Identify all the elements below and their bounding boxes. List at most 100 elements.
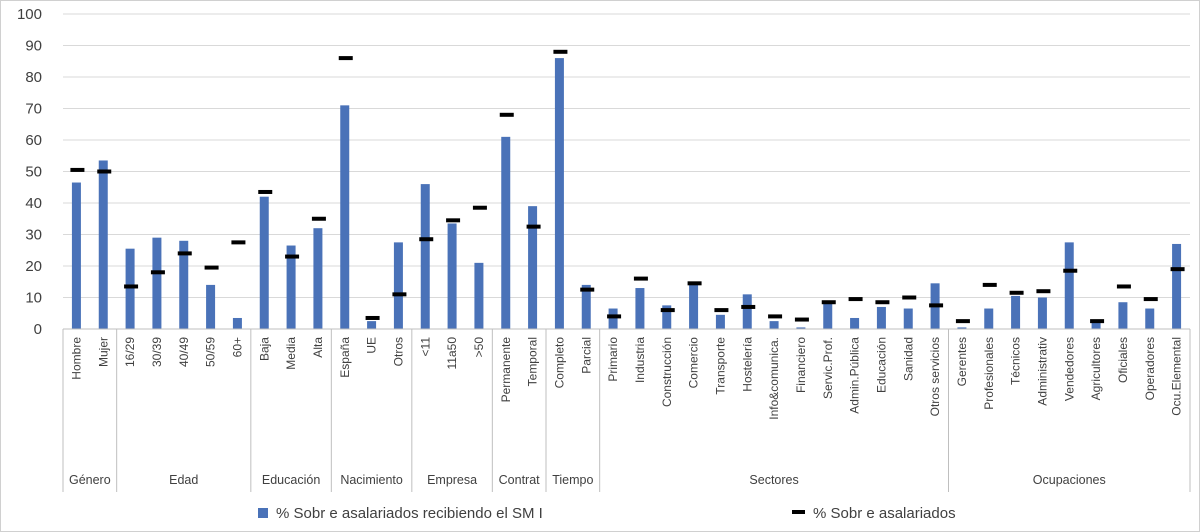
bar [1011,295,1021,329]
y-tick-label: 70 [25,101,42,118]
marker [875,300,890,305]
marker [714,308,729,313]
category-label: Otros [391,337,405,366]
bar [125,248,135,329]
category-label: Permanente [499,337,513,403]
marker [955,319,970,324]
bar [554,58,564,329]
category-label: 50/59 [204,337,218,367]
bar [984,308,994,329]
marker [1009,290,1024,295]
group-label: Nacimiento [340,473,403,487]
legend-marker-swatch [792,510,805,514]
bar [715,314,725,329]
marker [446,218,461,223]
bar [501,136,511,329]
marker [607,314,622,319]
marker-series [70,49,1185,324]
bar [1091,322,1101,329]
category-label: Operadores [1143,337,1157,400]
marker [365,315,380,320]
group-labels: Género Edad Educación Nacimiento Empresa Cont… [69,473,1106,487]
category-label: Técnicos [1009,337,1023,385]
bar [474,262,484,329]
category-label: 60+ [230,337,244,357]
bar [152,237,162,329]
y-tick-label: 30 [25,227,42,244]
group-label: Empresa [427,473,477,487]
marker [338,56,353,61]
y-tick-label: 80 [25,69,42,86]
y-tick-label: 40 [25,195,42,212]
bar [313,228,323,329]
marker [285,254,300,259]
category-label: Otros servicios [928,337,942,416]
bar [635,288,645,329]
category-label: 16/29 [123,337,137,367]
category-label: Parcial [579,337,593,374]
bar [420,184,430,329]
category-label: 30/39 [150,337,164,367]
bar [742,294,752,329]
category-label: Educación [874,337,888,393]
bar [286,245,296,329]
bar [769,321,779,329]
marker [1143,297,1158,302]
marker [1090,319,1105,324]
bar [71,182,81,329]
marker [258,189,273,194]
marker [1170,267,1185,272]
bar [850,317,860,329]
category-label: Admin.Pública [848,337,862,414]
category-label: Financiero [794,337,808,393]
category-axis [62,328,1191,492]
y-axis-tick-labels: 0 10 20 30 40 50 60 70 80 90 100 [17,6,42,338]
marker [472,205,487,210]
category-label: 40/49 [177,337,191,367]
marker [419,237,434,242]
y-tick-label: 100 [17,6,42,23]
group-label: Género [69,473,111,487]
bar [796,327,806,329]
y-tick-label: 60 [25,132,42,149]
group-label: Edad [169,473,198,487]
marker [741,304,756,309]
category-label: Hombre [69,337,83,380]
category-label: Primario [606,337,620,382]
bar [1037,297,1047,329]
y-tick-label: 50 [25,164,42,181]
marker [929,303,944,308]
category-label: Baja [257,337,271,361]
category-label: Info&comunica. [767,337,781,420]
bar [1118,302,1128,329]
marker [633,276,648,281]
bar [903,308,913,329]
marker [982,282,997,287]
marker [553,49,568,54]
category-label: Industria [633,337,647,383]
legend-bar-label: % Sobr e asalariados recibiendo el SM I [276,505,543,522]
marker [1116,284,1131,289]
bar [447,223,457,329]
category-label: >50 [472,337,486,358]
marker [794,317,809,322]
group-label: Ocupaciones [1033,473,1106,487]
marker [499,112,514,117]
category-label: Temporal [526,337,540,386]
bar [689,283,699,329]
category-label: 11a50 [445,337,459,370]
bar [608,308,618,329]
bar [179,240,189,329]
category-label: Media [284,337,298,370]
category-label: Comercio [687,337,701,389]
marker [821,300,836,305]
category-label: Gerentes [955,337,969,386]
bar [528,206,538,329]
bar [232,317,242,329]
legend-bar-swatch [258,508,268,518]
marker [768,314,783,319]
bar [206,284,216,329]
category-label: Vendedores [1062,337,1076,401]
legend: % Sobr e asalariados recibiendo el SM I … [258,505,956,522]
category-label: Servic.Prof. [821,337,835,399]
